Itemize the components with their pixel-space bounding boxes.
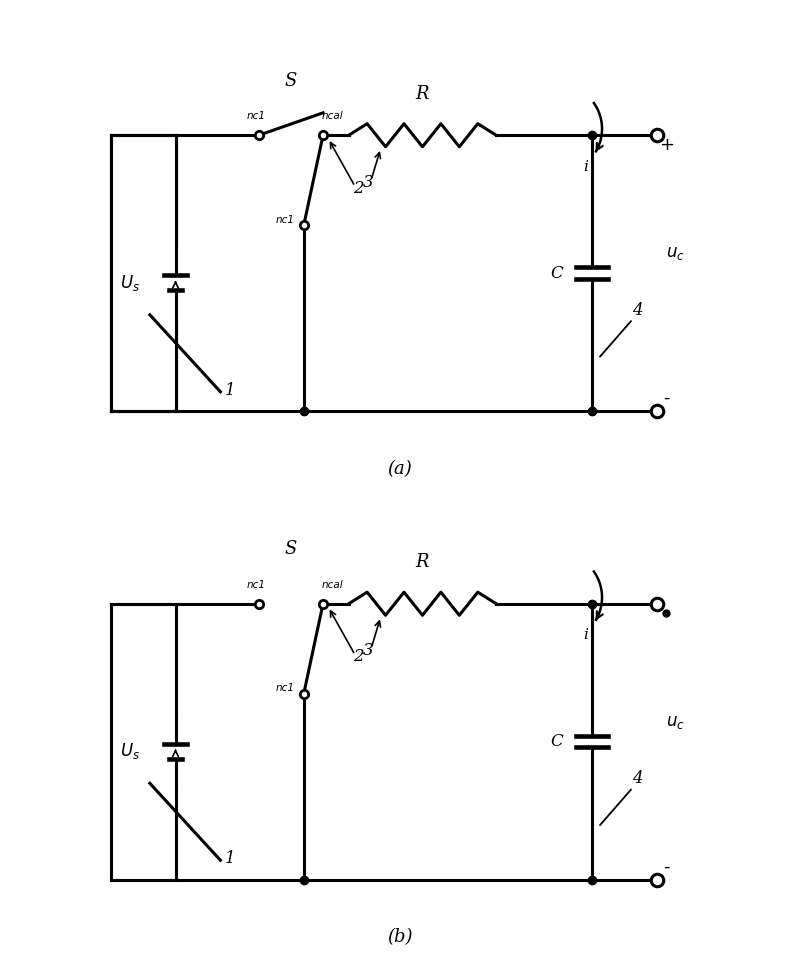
Text: 1: 1 xyxy=(225,382,235,399)
Text: 3: 3 xyxy=(362,642,374,659)
Text: (b): (b) xyxy=(387,928,413,947)
Text: C: C xyxy=(550,264,563,282)
Text: S: S xyxy=(285,540,297,558)
Text: 1: 1 xyxy=(225,850,235,868)
Text: 4: 4 xyxy=(632,770,642,788)
Text: (a): (a) xyxy=(388,460,412,478)
Text: +: + xyxy=(658,136,674,154)
Text: R: R xyxy=(416,553,429,571)
Text: 2: 2 xyxy=(353,648,364,666)
Text: ncal: ncal xyxy=(322,580,343,590)
Text: -: - xyxy=(663,858,670,875)
Text: $U_s$: $U_s$ xyxy=(120,272,140,293)
Text: nc1: nc1 xyxy=(246,580,265,590)
Text: ncal: ncal xyxy=(322,111,343,121)
Text: R: R xyxy=(416,85,429,102)
Text: 2: 2 xyxy=(353,180,364,197)
Text: i: i xyxy=(583,159,589,174)
Text: i: i xyxy=(583,628,589,642)
Text: S: S xyxy=(285,71,297,90)
Text: -: - xyxy=(663,389,670,407)
Text: $u_c$: $u_c$ xyxy=(666,245,685,263)
Text: 4: 4 xyxy=(632,302,642,319)
Text: $u_c$: $u_c$ xyxy=(666,713,685,731)
Text: $U_s$: $U_s$ xyxy=(120,741,140,761)
Text: 3: 3 xyxy=(362,174,374,190)
Text: nc1: nc1 xyxy=(275,683,294,693)
Text: nc1: nc1 xyxy=(275,215,294,224)
Text: C: C xyxy=(550,733,563,751)
Text: nc1: nc1 xyxy=(246,111,265,121)
